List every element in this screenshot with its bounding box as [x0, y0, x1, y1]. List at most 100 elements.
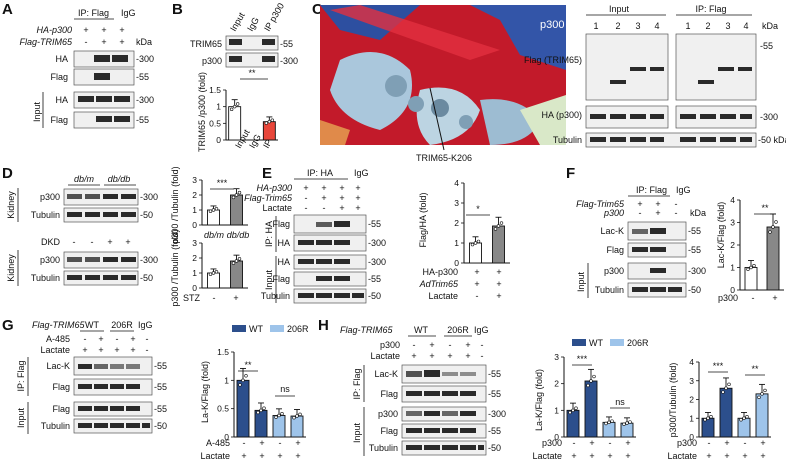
- bar-G-0: [236, 379, 250, 438]
- data-point-D-bottom-0-1: [211, 271, 216, 275]
- bar-H-right-0: [701, 417, 715, 438]
- panel-letter-h: H: [318, 317, 329, 334]
- a-kda-3: -300: [136, 95, 154, 105]
- a-label-ha: HA: [55, 54, 68, 64]
- data-point-F-1-2: [774, 220, 778, 224]
- e-mark-2-0: -: [305, 203, 308, 213]
- g-mark-1-0: +: [82, 345, 87, 355]
- a-ip-label: IP: Flag: [78, 8, 109, 18]
- c-kda-head: kDa: [762, 21, 778, 31]
- d-blot-p300-1: [63, 188, 139, 206]
- d-dkd-mark-3: +: [125, 237, 130, 247]
- a-mark-0-1: +: [101, 25, 106, 35]
- d-sig: ***: [217, 178, 228, 188]
- data-point-H-right-2-0: [739, 418, 743, 422]
- data-point-G-2-1: [277, 413, 281, 418]
- e-blot-ha: [293, 234, 367, 252]
- y-tick-label-H-left: 2: [554, 379, 559, 389]
- f-mark-1-0: -: [639, 208, 642, 218]
- a-label-flag-input: Flag: [50, 115, 68, 125]
- bar-G-2: [272, 415, 286, 438]
- y-tick-label-E: 2: [454, 218, 459, 228]
- data-point-G-1-1: [259, 408, 263, 413]
- g-wt-label: WT: [85, 320, 99, 330]
- y-tick-label-H-left: 3: [554, 352, 559, 362]
- h-label-flag-input: Flag: [380, 426, 398, 436]
- g-flag-label: Flag-TRIM65: [32, 320, 86, 330]
- bar-H-left-0: [566, 409, 580, 438]
- d-kidney-1: Kidney: [6, 191, 16, 219]
- y-tick-label-D-top: 0: [192, 220, 197, 230]
- a-kda-1: -300: [136, 54, 154, 64]
- h-206r-label: 206R: [447, 325, 469, 335]
- data-point-B-2-1: [267, 119, 272, 124]
- d-stz-mark-2: +: [233, 293, 238, 303]
- y-tick-label-E: 1: [454, 238, 459, 248]
- g-206r-label: 206R: [111, 320, 133, 330]
- h-kda-5: -50: [488, 443, 501, 453]
- h-mark-1-2: +: [447, 351, 452, 361]
- b-sig: **: [248, 68, 256, 78]
- e-mark-0-2: +: [339, 183, 344, 193]
- a-blot-ha: [73, 50, 135, 68]
- d-group-dbm: db/m: [74, 174, 95, 184]
- panel-letter-a: A: [2, 1, 13, 18]
- y-tick-label-F: 1: [730, 263, 735, 273]
- h-mark-1-4: -: [481, 351, 484, 361]
- h-mark-0-1: +: [429, 340, 434, 350]
- c-lane-2: 3: [635, 21, 640, 31]
- g-kda-1: -55: [154, 361, 167, 371]
- f-mark-1-1: +: [655, 208, 660, 218]
- f-blot-p300: [627, 262, 687, 280]
- y-tick-label-D-top: 2: [192, 190, 197, 200]
- y-tick-label-D-bottom: 3: [192, 238, 197, 248]
- y-tick-label-B: 1.5: [209, 85, 221, 95]
- y-tick-label-E: 0: [454, 258, 459, 268]
- c-blot-ha-ip: [675, 105, 757, 129]
- h2-x-mark-0-3: +: [760, 438, 765, 448]
- b-lane-input: Input: [228, 10, 247, 33]
- y-tick-label-H-right: 2: [689, 395, 694, 405]
- h-mark-1-1: +: [429, 351, 434, 361]
- a-mark-1-0: -: [85, 37, 88, 47]
- g-input-side: Input: [16, 407, 26, 428]
- b-ylabel: TRIM65 /p300 (fold): [197, 72, 207, 152]
- g-kda-3: -55: [154, 404, 167, 414]
- g-row-a485: A-485: [46, 334, 70, 344]
- c-lane-4: 1: [685, 21, 690, 31]
- h1-x-mark-0-3: +: [625, 438, 630, 448]
- e-x-mark-0-1: +: [496, 267, 501, 277]
- h2-x-mark-0-1: +: [724, 438, 729, 448]
- g-ip-side: IP: Flag: [16, 360, 26, 391]
- c-row-tubulin: Tubulin: [553, 135, 582, 145]
- e-xrow-lactate: Lactate: [428, 291, 458, 301]
- c-kda-3: -50 kDa: [758, 135, 786, 145]
- c-site-label: TRIM65-K206: [416, 153, 472, 163]
- bar-H-right-1: [719, 387, 733, 438]
- data-point-H-right-0-1: [706, 416, 710, 420]
- f-igg-label: IgG: [676, 185, 691, 195]
- g-x-mark-1-1: +: [259, 451, 264, 461]
- g-mark-1-2: +: [114, 345, 119, 355]
- panel-letter-b: B: [172, 1, 183, 18]
- y-tick-label-H-left: 0: [554, 432, 559, 442]
- panel-letter-e: E: [262, 165, 272, 182]
- g-mark-1-1: +: [98, 345, 103, 355]
- e-label-tubulin: Tubulin: [261, 291, 290, 301]
- bar-H-right-3: [755, 393, 769, 438]
- a-mark-1-2: +: [119, 37, 124, 47]
- data-point-H-left-3-1: [625, 421, 629, 425]
- h1-x-mark-1-2: +: [607, 451, 612, 461]
- a-igg-label: IgG: [121, 8, 136, 18]
- e-sig: *: [476, 204, 480, 214]
- data-point-D-top-0-0: [208, 209, 213, 213]
- e-label-flag: Flag: [272, 219, 290, 229]
- h-wt-label: WT: [414, 325, 428, 335]
- h-sig1-2: ns: [615, 397, 625, 407]
- h-label-p300: p300: [378, 409, 398, 419]
- y-tick-label-H-right: 0: [689, 432, 694, 442]
- c-lane-7: 4: [743, 21, 748, 31]
- c-input-label: Input: [609, 4, 630, 14]
- c-row-flag-trim65: Flag (TRIM65): [524, 55, 582, 65]
